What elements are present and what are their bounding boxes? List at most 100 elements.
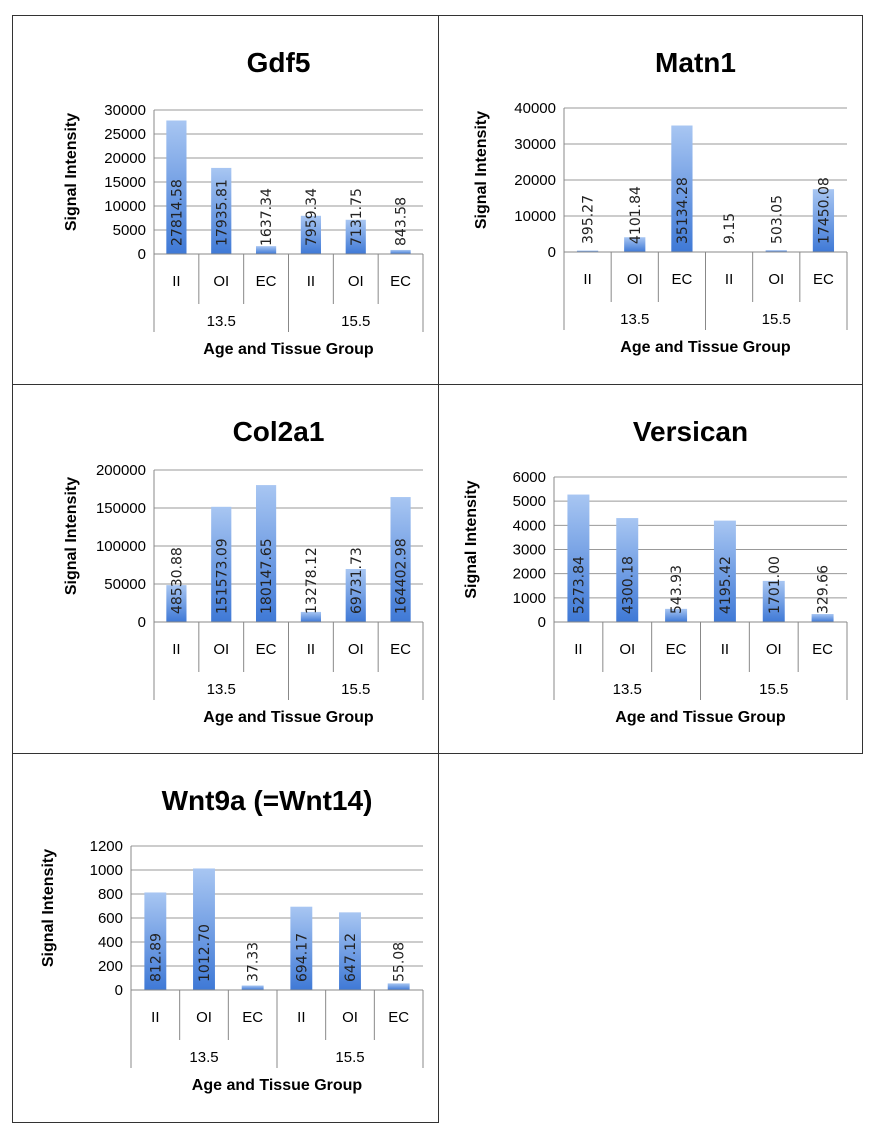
x-axis-label: Age and Tissue Group — [203, 341, 374, 358]
data-label: 694.17 — [294, 933, 310, 982]
bar — [616, 518, 639, 622]
y-tick-label: 25000 — [104, 126, 146, 143]
category-label: EC — [666, 641, 687, 658]
category-label: OI — [627, 271, 643, 288]
data-label: 37.33 — [246, 942, 262, 982]
chart-panel-col2a1: Col2a1 0 50000 100000 150000 200000 Signal Int… — [12, 384, 439, 754]
category-label: EC — [813, 271, 834, 288]
bar — [144, 892, 167, 990]
bar — [765, 250, 787, 252]
category-label: OI — [348, 641, 364, 658]
chart-panel-matn1: Matn1 0 10000 20000 30000 40000 Signal Intensi… — [438, 15, 863, 385]
data-label: 4101.84 — [628, 186, 644, 244]
data-label: 7131.75 — [349, 188, 365, 246]
bar — [339, 912, 361, 990]
data-label: 13278.12 — [304, 547, 320, 614]
bar — [665, 608, 688, 622]
y-axis-label: Signal Intensity — [473, 111, 490, 229]
category-label: II — [307, 641, 315, 658]
x-axis-label: Age and Tissue Group — [615, 709, 786, 726]
group-label: 15.5 — [341, 313, 370, 330]
data-label: 27814.58 — [169, 179, 185, 246]
bar — [345, 569, 366, 622]
y-tick-label: 0 — [138, 246, 146, 263]
y-tick-label: 400 — [98, 934, 123, 951]
y-tick-label: 20000 — [514, 172, 556, 189]
data-label: 4195.42 — [718, 556, 734, 614]
x-axis-label: Age and Tissue Group — [203, 709, 374, 726]
chart-panel-gdf5: Gdf5 0 5000 10000 15000 20000 25000 30000 Signal… — [12, 15, 439, 385]
chart-panel-versican: Versican 0 1000 2000 3000 4000 5000 6000 Signal … — [438, 384, 863, 754]
y-tick-label: 30000 — [104, 102, 146, 119]
x-axis-label: Age and Tissue Group — [192, 1077, 363, 1094]
bar — [300, 611, 322, 622]
data-label: 69731.73 — [349, 547, 365, 614]
y-tick-label: 1000 — [90, 862, 123, 879]
y-tick-label: 15000 — [104, 174, 146, 191]
y-tick-label: 6000 — [513, 469, 546, 486]
chart-title: Wnt9a (=Wnt14) — [162, 785, 373, 816]
chart-panel-wnt9a: Wnt9a (=Wnt14) 0 200 400 600 800 1000 1200 Signa… — [12, 753, 439, 1123]
chart-versican: Versican 0 1000 2000 3000 4000 5000 6000 Signal … — [463, 416, 848, 726]
data-label: 48530.88 — [169, 547, 185, 614]
y-tick-label: 1200 — [90, 838, 123, 855]
bar — [811, 614, 834, 622]
y-tick-label: 30000 — [514, 136, 556, 153]
data-label: 1012.70 — [197, 924, 213, 982]
bar — [390, 497, 411, 622]
category-label: EC — [256, 641, 277, 658]
bar — [241, 985, 264, 990]
bar — [387, 983, 410, 990]
data-label: 647.12 — [343, 933, 359, 982]
data-label: 9.15 — [722, 213, 738, 244]
group-label: 15.5 — [759, 681, 788, 698]
bar — [255, 246, 277, 254]
data-label: 17450.08 — [816, 177, 832, 244]
bar — [255, 485, 277, 622]
bar — [211, 167, 232, 254]
y-tick-label: 150000 — [96, 500, 146, 517]
category-label: OI — [196, 1009, 212, 1026]
data-label: 180147.65 — [259, 538, 275, 614]
y-tick-label: 200 — [98, 958, 123, 975]
group-label: 15.5 — [335, 1049, 364, 1066]
group-label: 13.5 — [613, 681, 642, 698]
chart-title: Gdf5 — [247, 47, 311, 78]
y-tick-label: 5000 — [513, 493, 546, 510]
category-label: II — [172, 273, 180, 290]
data-label: 1637.34 — [259, 188, 275, 246]
y-tick-label: 5000 — [113, 222, 146, 239]
category-label: OI — [342, 1009, 358, 1026]
y-tick-label: 800 — [98, 886, 123, 903]
y-tick-label: 10000 — [104, 198, 146, 215]
bar — [576, 250, 599, 252]
category-label: OI — [348, 273, 364, 290]
data-label: 4300.18 — [620, 556, 636, 614]
category-label: OI — [619, 641, 635, 658]
y-tick-label: 2000 — [513, 566, 546, 583]
data-label: 503.05 — [769, 195, 785, 244]
category-label: OI — [213, 641, 229, 658]
y-tick-label: 0 — [138, 614, 146, 631]
y-tick-label: 0 — [115, 982, 123, 999]
category-label: EC — [256, 273, 277, 290]
y-tick-label: 600 — [98, 910, 123, 927]
y-tick-label: 50000 — [104, 576, 146, 593]
y-tick-label: 0 — [538, 614, 546, 631]
bar — [211, 506, 232, 622]
category-label: EC — [242, 1009, 263, 1026]
y-tick-label: 20000 — [104, 150, 146, 167]
data-label: 35134.28 — [675, 177, 691, 244]
chart-matn1: Matn1 0 10000 20000 30000 40000 Signal Intensi… — [473, 47, 848, 356]
data-label: 55.08 — [392, 942, 408, 982]
group-label: 15.5 — [762, 311, 791, 328]
chart-gdf5: Gdf5 0 5000 10000 15000 20000 25000 30000 Signal… — [63, 47, 424, 358]
y-axis-label: Signal Intensity — [63, 113, 80, 231]
bar — [713, 520, 736, 622]
data-label: 151573.09 — [214, 538, 230, 614]
group-label: 13.5 — [207, 681, 236, 698]
data-label: 164402.98 — [394, 538, 410, 614]
chart-title: Versican — [633, 416, 748, 447]
bar — [762, 580, 785, 622]
category-label: II — [297, 1009, 305, 1026]
